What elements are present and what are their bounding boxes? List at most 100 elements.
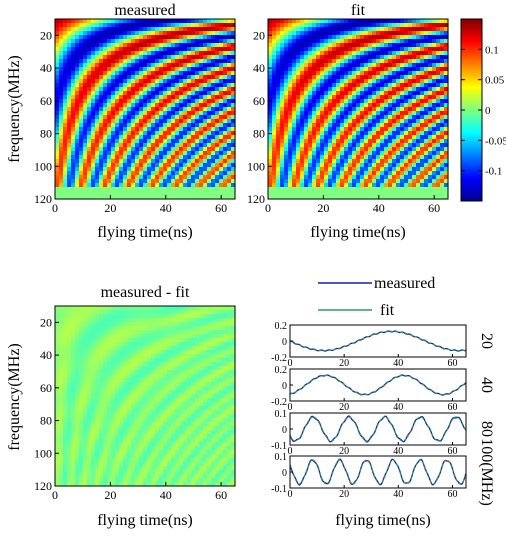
heatmap-cell [79, 83, 84, 88]
heatmap-cell [272, 183, 277, 188]
heatmap-cell [272, 35, 277, 40]
heatmap-cell [227, 155, 232, 160]
heatmap-cell [63, 310, 68, 315]
heatmap-cell [328, 91, 333, 96]
heatmap-cell [328, 47, 333, 52]
heatmap-cell [368, 47, 373, 52]
heatmap-cell [179, 362, 184, 367]
heatmap-cell [223, 91, 228, 96]
heatmap-cell [296, 47, 301, 52]
heatmap-cell [103, 127, 108, 132]
heatmap-cell [163, 43, 168, 48]
heatmap-cell [336, 171, 341, 176]
heatmap-cell [207, 191, 212, 196]
heatmap-cell [175, 55, 180, 60]
heatmap-cell [215, 354, 220, 359]
heatmap-cell [219, 326, 224, 331]
heatmap-cell [424, 59, 429, 64]
heatmap-cell [131, 346, 136, 351]
heatmap-cell [344, 67, 349, 72]
heatmap-cell [308, 83, 313, 88]
heatmap-cell [416, 119, 421, 124]
heatmap-cell [183, 334, 188, 339]
heatmap-cell [444, 187, 449, 192]
heatmap-cell [352, 167, 357, 172]
heatmap-cell [87, 163, 92, 168]
heatmap-cell [284, 35, 289, 40]
heatmap-cell [163, 71, 168, 76]
heatmap-cell [159, 111, 164, 116]
heatmap-cell [191, 95, 196, 100]
heatmap-cell [376, 47, 381, 52]
heatmap-cell [63, 39, 68, 44]
heatmap-cell [444, 127, 449, 132]
heatmap-cell [360, 23, 365, 28]
heatmap-cell [59, 59, 64, 64]
heatmap-cell [292, 147, 297, 152]
heatmap-cell [364, 95, 369, 100]
heatmap-cell [67, 39, 72, 44]
heatmap-cell [296, 127, 301, 132]
heatmap-cell [336, 191, 341, 196]
heatmap-cell [400, 95, 405, 100]
heatmap-cell [191, 171, 196, 176]
heatmap-cell [195, 310, 200, 315]
heatmap-cell [91, 87, 96, 92]
heatmap-cell [408, 187, 413, 192]
heatmap-cell [147, 191, 152, 196]
heatmap-cell [83, 382, 88, 387]
heatmap-cell [103, 143, 108, 148]
heatmap-cell [199, 67, 204, 72]
heatmap-cell [320, 99, 325, 104]
heatmap-cell [179, 334, 184, 339]
heatmap-cell [356, 103, 361, 108]
heatmap-cell [272, 39, 277, 44]
heatmap-cell [63, 99, 68, 104]
heatmap-cell [324, 67, 329, 72]
heatmap-cell [159, 346, 164, 351]
heatmap-cell [99, 55, 104, 60]
heatmap-cell [231, 67, 236, 72]
heatmap-cell [79, 187, 84, 192]
heatmap-cell [67, 75, 72, 80]
heatmap-cell [215, 175, 220, 180]
heatmap-cell [352, 151, 357, 156]
heatmap-cell [139, 107, 144, 112]
heatmap-cell [223, 35, 228, 40]
heatmap-cell [388, 43, 393, 48]
heatmap-cell [416, 167, 421, 172]
heatmap-cell [436, 139, 441, 144]
heatmap-cell [163, 59, 168, 64]
heatmap-cell [63, 370, 68, 375]
heatmap-cell [83, 115, 88, 120]
heatmap-cell [372, 135, 377, 140]
heatmap-cell [392, 195, 397, 200]
heatmap-cell [123, 71, 128, 76]
heatmap-cell [348, 175, 353, 180]
heatmap-cell [444, 171, 449, 176]
heatmap-cell [195, 342, 200, 347]
heatmap-cell [139, 338, 144, 343]
heatmap-cell [83, 67, 88, 72]
heatmap-cell [195, 318, 200, 323]
heatmap-cell [151, 187, 156, 192]
heatmap-cell [131, 187, 136, 192]
heatmap-cell [312, 147, 317, 152]
heatmap-cell [59, 350, 64, 355]
heatmap-cell [272, 187, 277, 192]
heatmap-cell [215, 55, 220, 60]
heatmap-cell [123, 370, 128, 375]
heatmap-cell [203, 374, 208, 379]
heatmap-cell [187, 183, 192, 188]
heatmap-cell [320, 27, 325, 32]
y-tick-label: 40 [40, 61, 52, 75]
heatmap-cell [392, 111, 397, 116]
heatmap-cell [344, 31, 349, 36]
heatmap-cell [231, 366, 236, 371]
heatmap-cell [420, 147, 425, 152]
heatmap-cell [203, 99, 208, 104]
heatmap-cell [163, 346, 168, 351]
heatmap-cell [292, 47, 297, 52]
heatmap-cell [368, 135, 373, 140]
